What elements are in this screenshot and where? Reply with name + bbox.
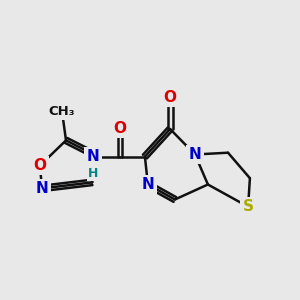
Text: N: N bbox=[142, 177, 154, 192]
Text: CH₃: CH₃ bbox=[49, 105, 75, 119]
Text: N: N bbox=[36, 181, 48, 196]
Text: N: N bbox=[189, 147, 201, 162]
Text: N: N bbox=[87, 149, 99, 164]
Text: H: H bbox=[88, 167, 98, 180]
Text: O: O bbox=[113, 121, 127, 136]
Text: O: O bbox=[164, 90, 177, 105]
Text: S: S bbox=[243, 199, 254, 214]
Text: O: O bbox=[33, 158, 46, 173]
